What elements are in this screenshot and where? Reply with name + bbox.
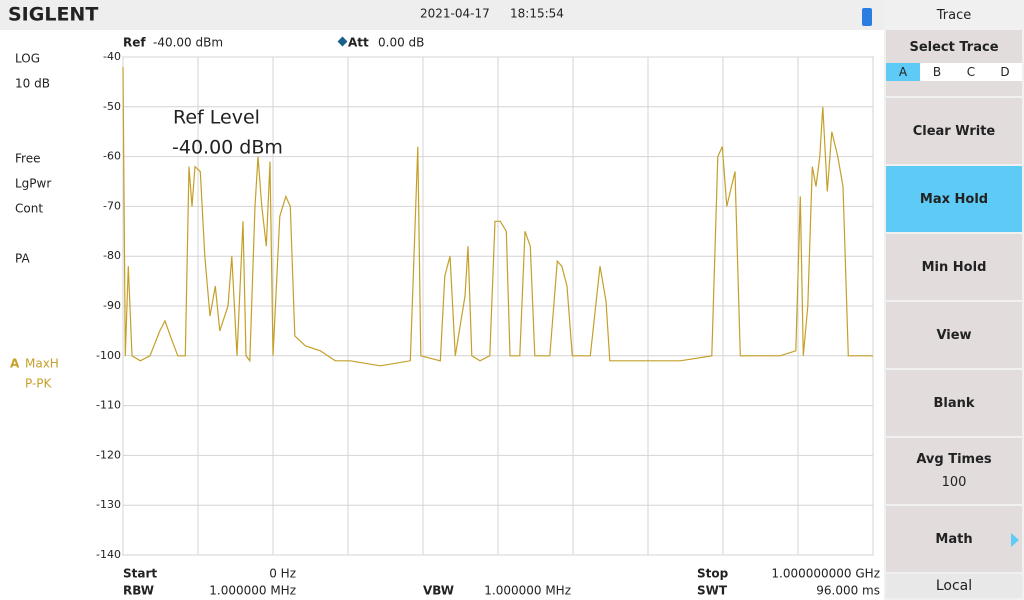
trace-selector: A B C D	[886, 63, 1022, 81]
annotation: -40.00 dBm	[172, 137, 283, 159]
submenu-arrow	[1011, 533, 1019, 547]
ref-label: Ref	[123, 36, 146, 50]
sweep: Cont	[15, 202, 43, 216]
scale: LOG	[15, 52, 40, 66]
blank-key[interactable]: Blank	[886, 370, 1022, 436]
annotation: Ref Level	[173, 107, 260, 129]
local-key[interactable]: Local	[886, 574, 1022, 598]
vbw-value: 1.000000 MHz	[484, 584, 571, 598]
trace-option[interactable]: A	[886, 63, 920, 81]
y-tick-label: -130	[96, 498, 121, 511]
y-tick-label: -140	[96, 548, 121, 561]
vbw-label: VBW	[423, 584, 454, 598]
select-trace-key[interactable]: Select Trace A B C D	[886, 30, 1022, 96]
math-key[interactable]: Math	[886, 506, 1022, 572]
time: 18:15:54	[510, 7, 564, 21]
trace	[122, 66, 873, 367]
y-tick-label: -40	[103, 50, 121, 63]
trace-option[interactable]: D	[988, 63, 1022, 81]
y-tick-label: -90	[103, 299, 121, 312]
trace-id: A	[10, 357, 20, 371]
y-tick-label: -100	[96, 349, 121, 362]
stop-label: Stop	[697, 567, 729, 581]
y-tick-label: -120	[96, 448, 121, 461]
analyzer-display: SIGLENT 2021-04-17 18:15:54 Ref -40.00 d…	[0, 0, 884, 598]
select-trace-label: Select Trace	[909, 40, 999, 55]
preamp: PA	[15, 252, 30, 266]
trace-option[interactable]: C	[954, 63, 988, 81]
start-value: 0 Hz	[269, 567, 296, 581]
header-bar	[0, 0, 884, 30]
att-icon	[337, 36, 348, 47]
date: 2021-04-17	[420, 7, 490, 21]
att-label: Att	[348, 36, 369, 50]
avg-times-key[interactable]: Avg Times 100	[886, 438, 1022, 504]
trace-mode: MaxH	[25, 357, 59, 371]
trace-option[interactable]: B	[920, 63, 954, 81]
y-tick-label: -110	[96, 399, 121, 412]
swt-label: SWT	[697, 584, 728, 598]
swt-value: 96.000 ms	[816, 584, 880, 598]
avg-times-label: Avg Times	[916, 452, 992, 467]
min-hold-key[interactable]: Min Hold	[886, 234, 1022, 300]
scale-div: 10 dB	[15, 77, 50, 91]
max-hold-key[interactable]: Max Hold	[886, 166, 1022, 232]
brand: SIGLENT	[8, 4, 98, 26]
avg-times-value: 100	[941, 475, 967, 490]
rbw-value: 1.000000 MHz	[209, 584, 296, 598]
y-tick-label: -50	[103, 100, 121, 113]
y-tick-label: -70	[103, 199, 121, 212]
math-label: Math	[935, 531, 973, 547]
start-label: Start	[123, 567, 157, 581]
trigger: Free	[15, 152, 40, 166]
view-key[interactable]: View	[886, 302, 1022, 368]
y-tick-label: -80	[103, 249, 121, 262]
trace-detector: P-PK	[25, 377, 53, 391]
att-value: 0.00 dB	[378, 36, 424, 50]
clear-write-key[interactable]: Clear Write	[886, 98, 1022, 164]
menu-title: Trace	[886, 2, 1022, 28]
stop-value: 1.000000000 GHz	[771, 567, 880, 581]
softkey-panel: Trace Select Trace A B C D Clear Write M…	[884, 0, 1024, 600]
ref-value: -40.00 dBm	[153, 36, 223, 50]
rbw-label: RBW	[123, 584, 154, 598]
battery-icon	[862, 8, 872, 26]
detector-mode: LgPwr	[15, 177, 51, 191]
y-tick-label: -60	[103, 150, 121, 163]
